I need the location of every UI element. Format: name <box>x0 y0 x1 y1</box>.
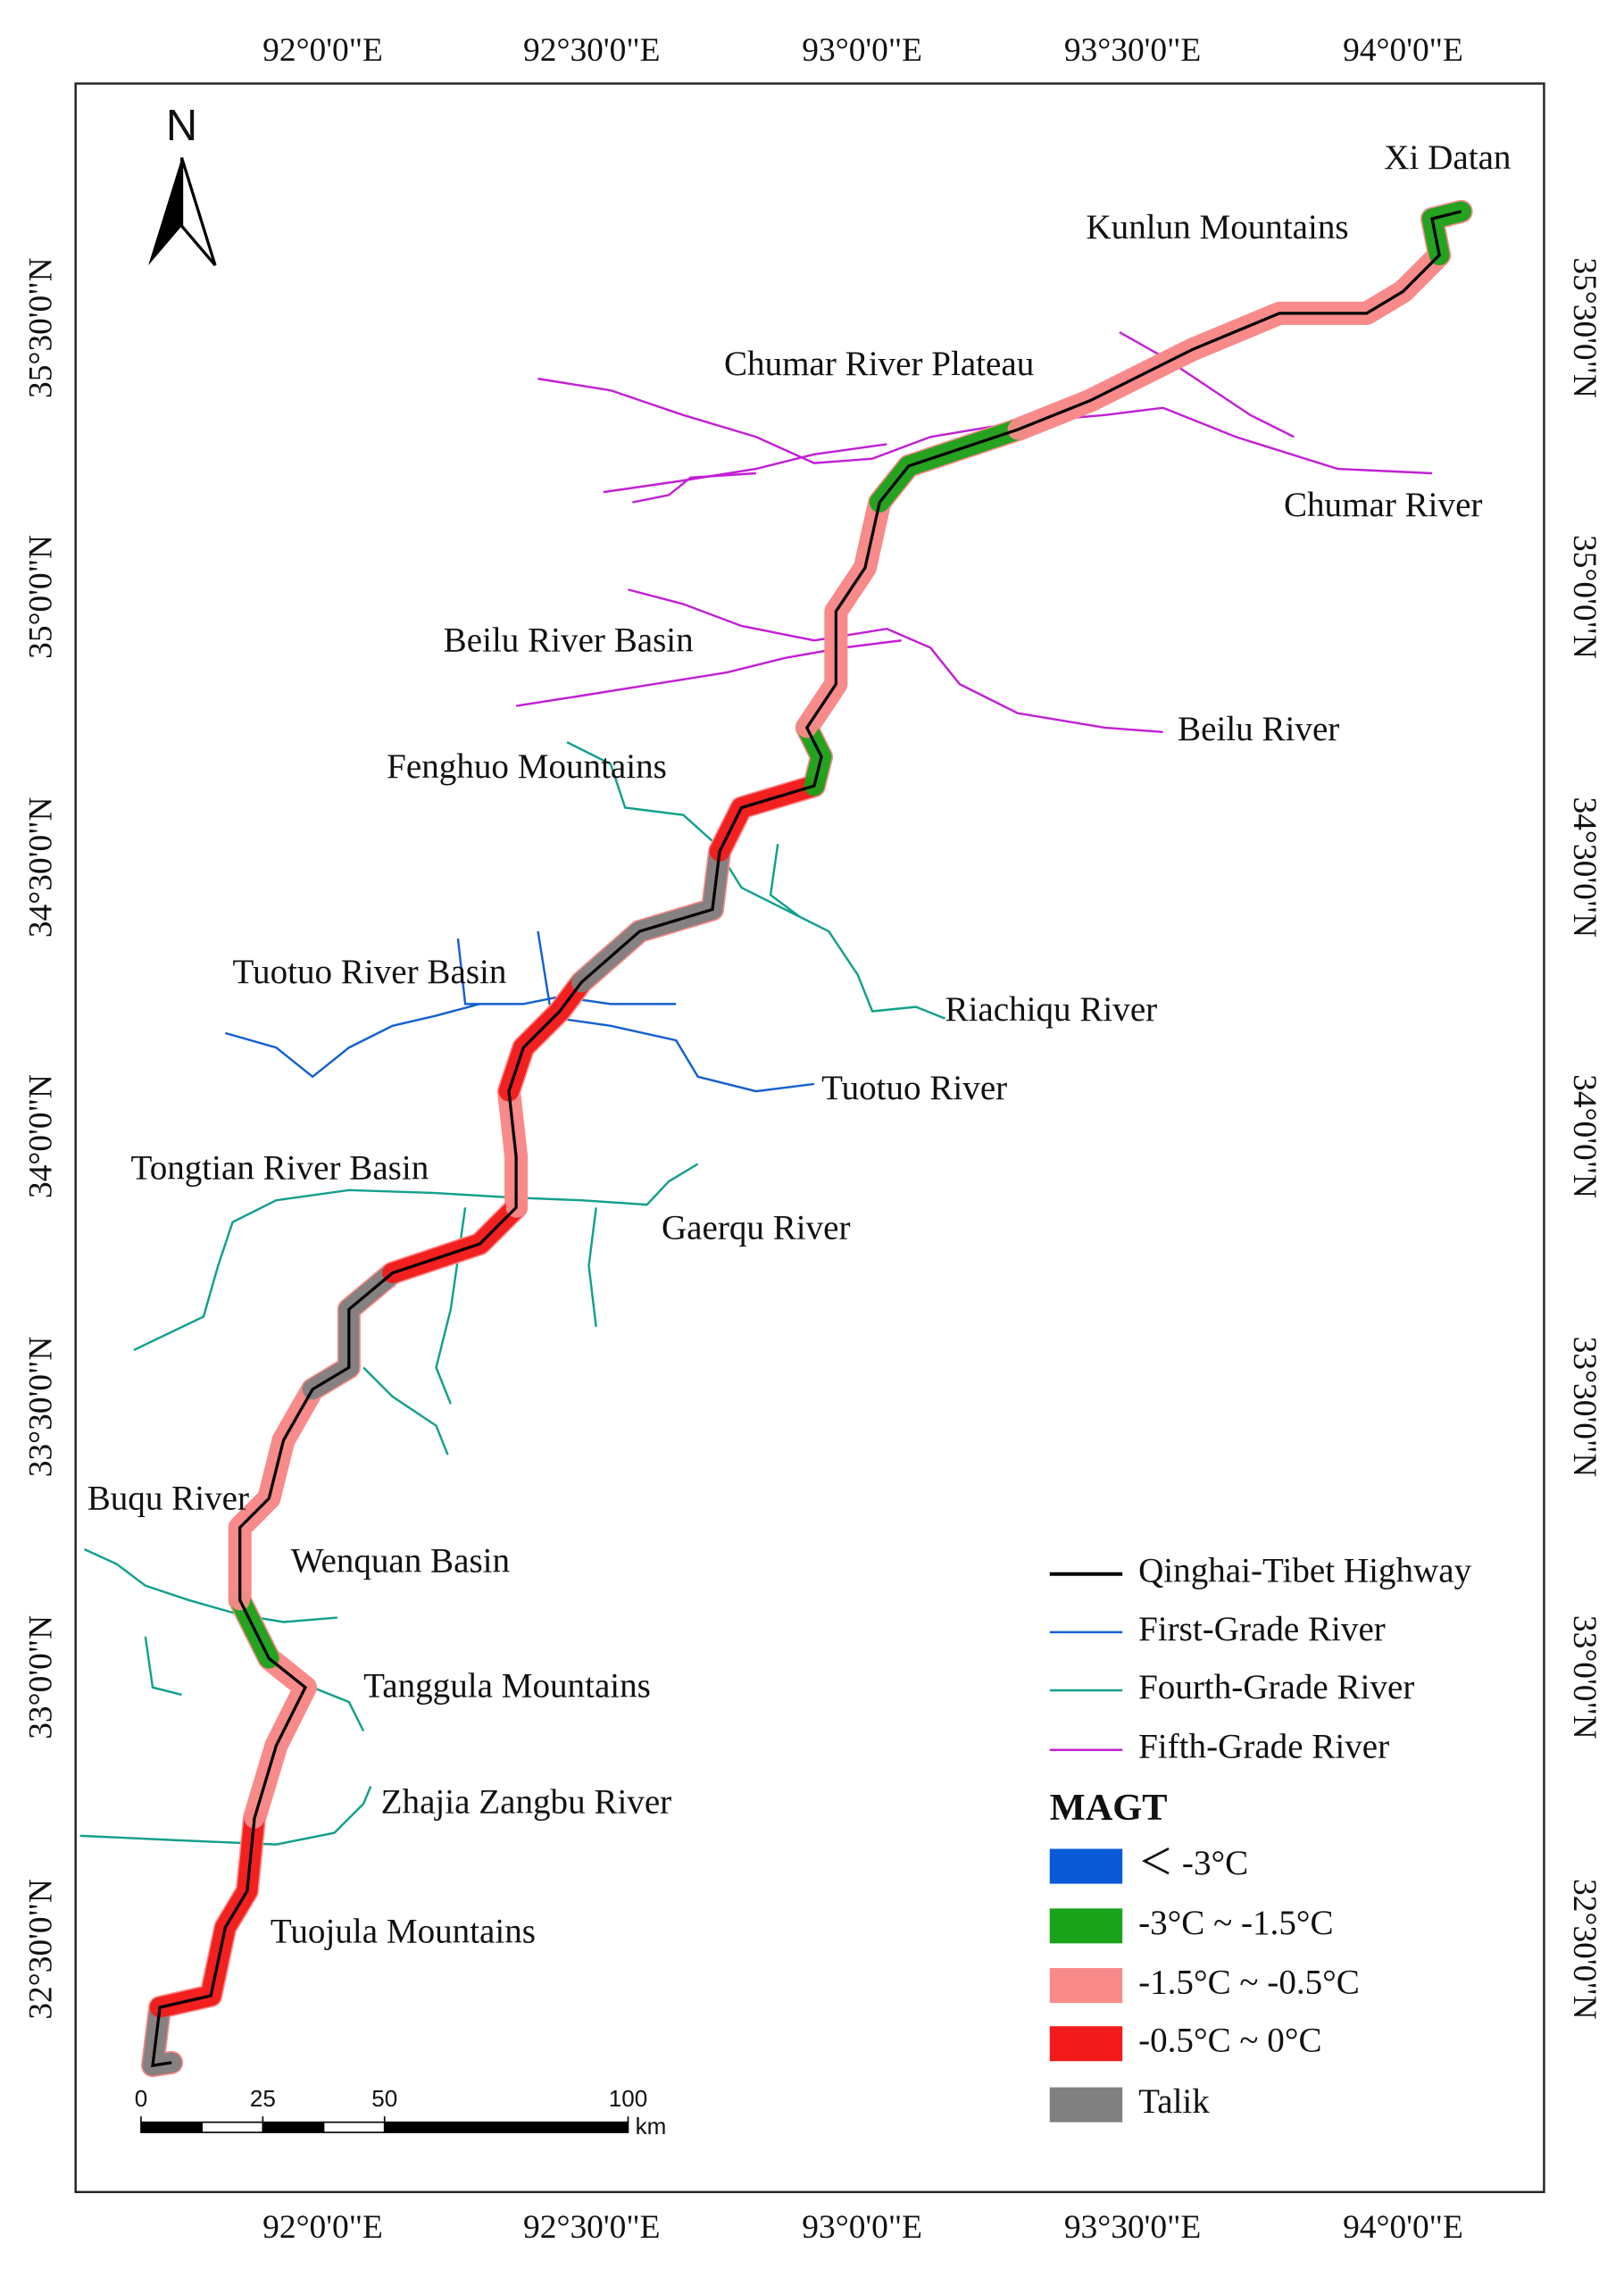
place-label: Tuotuo River <box>821 1069 1007 1107</box>
scale-bar-label: 50 <box>371 2085 397 2112</box>
lat-label-right: 34°30'0"N <box>1566 797 1603 938</box>
lat-label-left: 33°30'0"N <box>22 1337 59 1478</box>
river <box>603 443 887 494</box>
legend-label: Talik <box>1138 2082 1210 2121</box>
place-label: Buqu River <box>87 1479 249 1517</box>
river <box>83 1547 337 1623</box>
legend-label: Qinghai-Tibet Highway <box>1138 1552 1471 1590</box>
river <box>144 1636 182 1697</box>
legend-label: -3°C ~ -1.5°C <box>1138 1904 1333 1942</box>
legend-label: ＜ -3°C <box>1138 1844 1248 1882</box>
scale-bar-segment <box>262 2121 325 2133</box>
scale-bar-segment <box>322 2121 386 2133</box>
lat-label-left: 35°0'0"N <box>22 535 59 659</box>
legend-title: MAGT <box>1050 1787 1168 1829</box>
scale-bar-unit: km <box>636 2113 667 2139</box>
river <box>628 588 1163 734</box>
legend-label: Fifth-Grade River <box>1138 1728 1389 1766</box>
lon-label-top: 92°30'0"E <box>523 32 660 69</box>
river <box>537 377 1433 475</box>
place-label: Riachiqu River <box>945 990 1158 1029</box>
place-label: Chumar River <box>1284 486 1483 524</box>
scale-bar-segment <box>383 2121 629 2133</box>
north-arrow-right <box>179 157 217 267</box>
place-label: Zhajia Zangbu River <box>381 1783 672 1822</box>
lon-label-bottom: 92°30'0"E <box>523 2209 660 2246</box>
lon-label-top: 94°0'0"E <box>1343 32 1463 69</box>
place-label: Xi Datan <box>1384 138 1511 177</box>
map-frame <box>74 82 1545 2194</box>
lon-label-bottom: 93°30'0"E <box>1064 2209 1201 2246</box>
lat-label-left: 34°0'0"N <box>22 1074 59 1198</box>
lat-label-right: 33°0'0"N <box>1566 1615 1603 1739</box>
scale-bar-label: 25 <box>250 2085 276 2112</box>
lat-label-left: 34°30'0"N <box>22 797 59 938</box>
legend-label: Fourth-Grade River <box>1138 1668 1414 1706</box>
river <box>79 1786 372 1846</box>
lat-label-left: 33°0'0"N <box>22 1615 59 1739</box>
scale-bar-segment <box>201 2121 264 2133</box>
place-label: Fenghuo Mountains <box>387 747 667 786</box>
place-label: Tuotuo River Basin <box>233 953 507 991</box>
river <box>769 844 801 918</box>
river <box>566 741 945 1020</box>
place-label: Wenquan Basin <box>291 1541 510 1580</box>
scale-bar-segment <box>140 2121 203 2133</box>
legend-swatch <box>1049 1848 1123 1884</box>
lon-label-bottom: 93°0'0"E <box>802 2209 922 2246</box>
river <box>312 1686 365 1732</box>
lat-label-right: 35°30'0"N <box>1566 257 1603 398</box>
legend-label: -1.5°C ~ -0.5°C <box>1138 1964 1360 2002</box>
river <box>362 1366 449 1455</box>
place-label: Kunlun Mountains <box>1086 208 1348 246</box>
river <box>456 938 480 1005</box>
river <box>587 1207 597 1328</box>
place-label: Gaerqu River <box>662 1208 851 1247</box>
place-label: Tongtian River Basin <box>131 1149 429 1188</box>
legend-swatch <box>1049 1968 1123 2004</box>
scale-bar-label: 0 <box>135 2085 148 2112</box>
legend-label: First-Grade River <box>1138 1610 1386 1648</box>
river <box>632 471 756 504</box>
scale-bar-label: 100 <box>609 2085 647 2112</box>
legend-swatch <box>1049 1908 1123 1944</box>
lon-label-bottom: 94°0'0"E <box>1343 2209 1463 2246</box>
lon-label-top: 93°30'0"E <box>1064 32 1201 69</box>
lon-label-top: 92°0'0"E <box>262 32 383 69</box>
lat-label-right: 32°30'0"N <box>1566 1879 1603 2020</box>
place-label: Tuojula Mountains <box>271 1913 536 1951</box>
place-label: Beilu River <box>1178 710 1339 748</box>
lat-label-right: 34°0'0"N <box>1566 1074 1603 1198</box>
lat-label-right: 33°30'0"N <box>1566 1337 1603 1478</box>
legend-swatch <box>1049 2026 1123 2062</box>
river <box>1119 330 1295 438</box>
lat-label-left: 35°30'0"N <box>22 257 59 398</box>
highway <box>151 210 1462 2068</box>
place-label: Beilu River Basin <box>444 621 694 659</box>
lon-label-bottom: 92°0'0"E <box>262 2209 383 2246</box>
place-label: Tanggula Mountains <box>363 1666 651 1705</box>
place-label: Chumar River Plateau <box>724 345 1034 383</box>
lon-label-top: 93°0'0"E <box>802 32 922 69</box>
lat-label-left: 32°30'0"N <box>22 1879 59 2020</box>
river <box>133 1163 699 1352</box>
legend-swatch <box>1049 2087 1123 2123</box>
legend-label: -0.5°C ~ 0°C <box>1138 2022 1321 2060</box>
north-label: N <box>166 102 197 150</box>
lat-label-right: 35°0'0"N <box>1566 535 1603 659</box>
